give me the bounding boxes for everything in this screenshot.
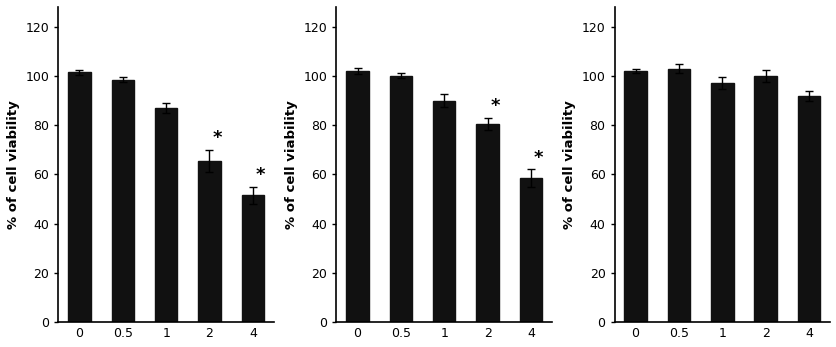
Text: *: * bbox=[212, 129, 222, 147]
Bar bbox=[624, 71, 646, 322]
Bar bbox=[432, 101, 455, 322]
Bar bbox=[711, 83, 732, 322]
Bar bbox=[111, 79, 134, 322]
Text: *: * bbox=[256, 166, 265, 184]
Y-axis label: % of cell viability: % of cell viability bbox=[7, 100, 20, 229]
Bar bbox=[198, 161, 221, 322]
Y-axis label: % of cell viability: % of cell viability bbox=[285, 100, 298, 229]
Bar bbox=[753, 76, 776, 322]
Bar bbox=[519, 178, 542, 322]
Bar bbox=[242, 195, 264, 322]
Bar bbox=[155, 108, 177, 322]
Bar bbox=[476, 124, 498, 322]
Bar bbox=[68, 72, 90, 322]
Bar bbox=[797, 96, 819, 322]
Text: *: * bbox=[533, 149, 543, 167]
Text: *: * bbox=[490, 97, 500, 115]
Bar bbox=[346, 71, 369, 322]
Bar bbox=[667, 68, 690, 322]
Y-axis label: % of cell viability: % of cell viability bbox=[563, 100, 575, 229]
Bar bbox=[389, 76, 411, 322]
